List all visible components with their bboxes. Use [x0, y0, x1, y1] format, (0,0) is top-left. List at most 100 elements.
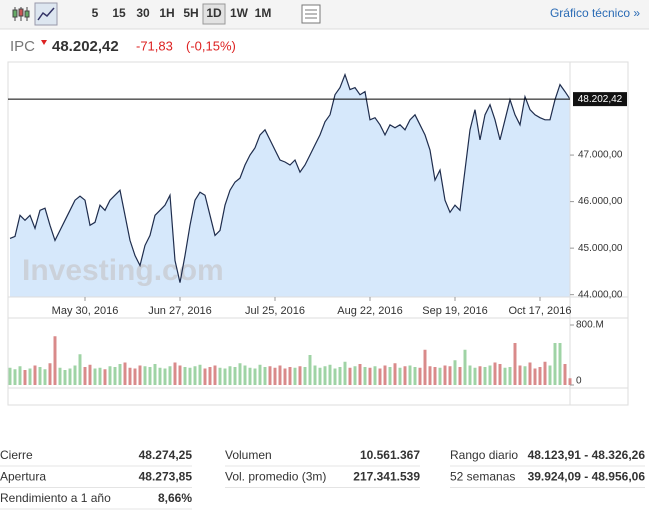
interval-button[interactable]: 1H — [159, 6, 174, 20]
volume-bar — [303, 367, 307, 385]
stat-value: 10.561.367 — [360, 448, 420, 462]
volume-bar — [88, 364, 92, 385]
stat-value: 48.123,91 - 48.326,26 — [528, 448, 646, 462]
stat-label: Vol. promedio (3m) — [225, 470, 326, 484]
volume-bar — [78, 354, 82, 385]
volume-bar — [148, 367, 152, 385]
volume-bar — [533, 368, 537, 385]
volume-bar — [68, 368, 72, 385]
x-tick-label: Aug 22, 2016 — [337, 305, 402, 317]
volume-bar — [348, 367, 352, 385]
volume-bar — [383, 365, 387, 385]
interval-button[interactable]: 5H — [183, 6, 198, 20]
y-tick-label: 47.000,00 — [578, 150, 623, 161]
settings-icon[interactable] — [301, 4, 321, 24]
volume-bar — [38, 367, 42, 385]
volume-bar — [123, 362, 127, 385]
volume-bar — [568, 378, 572, 385]
volume-bar — [238, 363, 242, 385]
stat-label: Volumen — [225, 448, 272, 462]
line-icon[interactable] — [34, 2, 58, 26]
volume-bar — [188, 367, 192, 385]
y-tick-label: 46.000,00 — [578, 196, 623, 207]
stat-value: 8,66% — [158, 491, 192, 505]
volume-bar — [338, 367, 342, 385]
volume-bar — [138, 365, 142, 385]
stat-value: 48.273,85 — [139, 470, 193, 484]
volume-bar — [558, 343, 562, 385]
x-tick-label: Jul 25, 2016 — [245, 305, 305, 317]
volume-bar — [63, 370, 67, 385]
volume-bar — [103, 369, 107, 385]
volume-bar — [358, 364, 362, 385]
volume-bar — [43, 369, 47, 385]
v-tick-label: 0 — [576, 376, 582, 387]
area-fill — [10, 74, 570, 297]
volume-bar — [503, 367, 507, 385]
volume-bar — [308, 355, 312, 385]
volume-bar — [488, 365, 492, 385]
interval-button[interactable]: 1D — [206, 6, 222, 20]
stat-label: 52 semanas — [450, 470, 515, 484]
volume-bar — [528, 362, 532, 385]
last-price-box — [573, 92, 627, 107]
volume-bar — [343, 361, 347, 385]
volume-bar — [403, 366, 407, 385]
volume-bar — [318, 367, 322, 385]
interval-button[interactable]: 15 — [112, 6, 126, 20]
volume-bar — [173, 362, 177, 385]
volume-bar — [333, 368, 337, 385]
interval-button[interactable]: 5 — [92, 6, 99, 20]
volume-bar — [443, 365, 447, 385]
x-tick-label: Jun 27, 2016 — [148, 305, 212, 317]
x-tick-label: May 30, 2016 — [52, 305, 119, 317]
symbol: IPC — [10, 38, 35, 55]
volume-bar — [273, 367, 277, 385]
volume-bar — [193, 366, 197, 385]
v-tick-label: 800.M — [576, 320, 604, 331]
volume-bar — [133, 368, 137, 385]
volume-bar — [548, 365, 552, 385]
technical-link[interactable]: Gráfico técnico » — [550, 6, 640, 20]
stat-value: 217.341.539 — [353, 470, 420, 484]
price-line — [9, 72, 571, 283]
volume-bar — [368, 367, 372, 385]
volume-bar — [233, 367, 237, 385]
volume-bar — [508, 367, 512, 385]
volume-bar — [363, 367, 367, 385]
change: -71,83 — [136, 38, 173, 53]
volume-bar — [128, 367, 132, 385]
volume-bar — [498, 364, 502, 385]
x-tick-label: Sep 19, 2016 — [422, 305, 487, 317]
volume-bar — [388, 367, 392, 385]
stat-value: 48.274,25 — [139, 448, 193, 462]
interval-button[interactable]: 30 — [136, 6, 150, 20]
volume-bar — [418, 367, 422, 385]
volume-bar — [178, 365, 182, 385]
interval-button[interactable]: 1W — [230, 6, 249, 20]
volume-bar — [98, 367, 102, 385]
volume-bar — [218, 367, 222, 385]
volume-bar — [23, 370, 27, 385]
volume-bar — [48, 363, 52, 385]
volume-bar — [118, 364, 122, 385]
volume-bar — [288, 367, 292, 385]
volume-bar — [83, 367, 87, 385]
volume-bar — [183, 367, 187, 385]
volume-bar — [28, 368, 32, 385]
volume-bar — [198, 364, 202, 385]
volume-bar — [493, 362, 497, 385]
chart-frame — [7, 61, 629, 406]
interval-button[interactable]: 1M — [255, 6, 272, 20]
x-tick-label: Oct 17, 2016 — [509, 305, 572, 317]
volume-bar — [108, 366, 112, 385]
volume-bar — [433, 367, 437, 385]
volume-bar — [323, 366, 327, 385]
volume-bar — [293, 367, 297, 385]
y-tick-label: 44.000,00 — [578, 289, 623, 300]
volume-bar — [378, 368, 382, 385]
candle-icon[interactable] — [12, 7, 30, 21]
volume-bar — [113, 367, 117, 385]
